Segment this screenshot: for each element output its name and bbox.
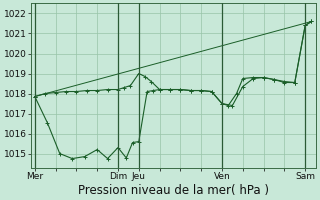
X-axis label: Pression niveau de la mer( hPa ): Pression niveau de la mer( hPa ) bbox=[78, 184, 268, 197]
